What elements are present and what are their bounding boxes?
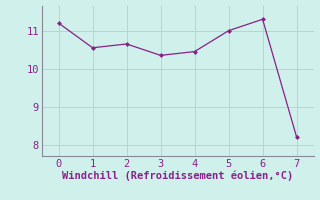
X-axis label: Windchill (Refroidissement éolien,°C): Windchill (Refroidissement éolien,°C) bbox=[62, 170, 293, 181]
